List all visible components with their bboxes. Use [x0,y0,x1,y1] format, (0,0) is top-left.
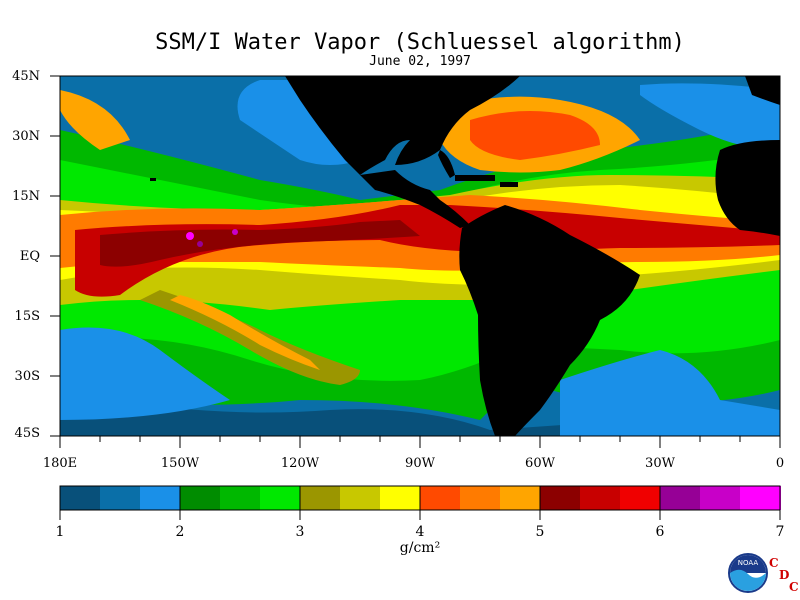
colorbar-swatch [60,486,101,510]
colorbar-swatch [260,486,301,510]
colorbar-swatch [580,486,621,510]
lat-label-45n: 45N [12,69,40,84]
logo-letter-c2: C [789,580,799,594]
map-date: June 02, 1997 [369,54,471,69]
colorbar-tick-2: 2 [175,524,185,540]
colorbar-tick-3: 3 [295,524,305,540]
colorbar-swatch [140,486,181,510]
lon-label-60w: 60W [525,456,555,471]
colorbar-swatch [380,486,421,510]
map-title: SSM/I Water Vapor (Schluessel algorithm) [155,30,685,55]
lon-label-120w: 120W [280,456,320,471]
colorbar-swatch [540,486,581,510]
colorbar-swatch [700,486,741,510]
colorbar-units: g/cm² [399,540,441,556]
colorbar-tick-4: 4 [415,524,425,540]
colorbar-swatch [500,486,541,510]
logo-letter-c1: C [769,556,779,570]
colorbar-swatch [460,486,501,510]
colorbar-swatch [420,486,461,510]
lat-label-30n: 30N [12,129,40,144]
colorbar-swatch [660,486,701,510]
colorbar-tick-5: 5 [535,524,545,540]
colorbar-tick-1: 1 [55,524,65,540]
colorbar-swatch [180,486,221,510]
lon-label-0: 0 [775,456,785,471]
noaa-logo-icon: NOAA [728,553,768,593]
colorbar-swatch [300,486,341,510]
lon-label-30w: 30W [645,456,675,471]
colorbar-swatch [620,486,661,510]
colorbar-swatch [740,486,781,510]
colorbar-tick-7: 7 [775,524,785,540]
lat-label-eq: EQ [19,249,40,264]
colorbar-swatch [220,486,261,510]
lat-label-45s: 45S [14,426,40,441]
colorbar-tick-6: 6 [655,524,665,540]
lon-label-90w: 90W [405,456,435,471]
lat-label-30s: 30S [14,369,40,384]
lon-label-150w: 150W [160,456,200,471]
colorbar-swatch [100,486,141,510]
lat-label-15s: 15S [14,309,40,324]
lat-label-15n: 15N [12,189,40,204]
colorbar-swatch [340,486,381,510]
logo-letter-d: D [779,568,790,582]
lon-label-180e: 180E [42,456,78,471]
noaa-logo-text: NOAA [738,559,759,567]
